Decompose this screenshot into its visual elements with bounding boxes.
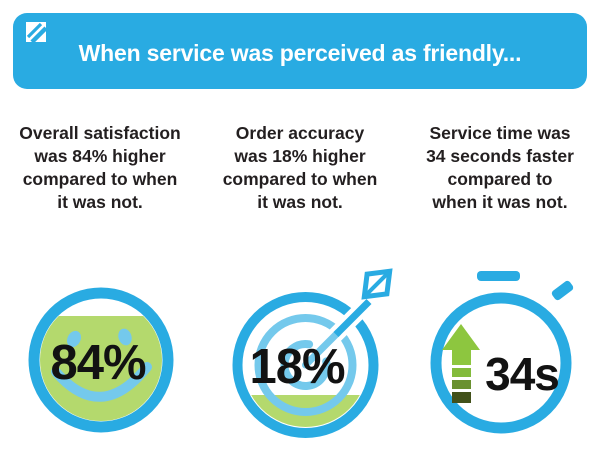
stat-line: Overall satisfaction bbox=[19, 123, 181, 143]
stat-line: Service time was bbox=[429, 123, 571, 143]
smiley-right-eye bbox=[118, 328, 132, 346]
smiley-left-eye bbox=[67, 330, 81, 348]
stat-text-satisfaction: Overall satisfaction was 84% higher comp… bbox=[0, 122, 200, 214]
up-arrow-band-3 bbox=[452, 392, 471, 403]
header-title: When service was perceived as friendly..… bbox=[78, 39, 522, 66]
stat-line: compared to when bbox=[222, 169, 378, 189]
stopwatch-side-button bbox=[551, 280, 574, 301]
stats-text-row: Overall satisfaction was 84% higher comp… bbox=[0, 122, 600, 214]
stat-text-speed: Service time was 34 seconds faster compa… bbox=[400, 122, 600, 214]
stat-text-accuracy: Order accuracy was 18% higher compared t… bbox=[200, 122, 400, 214]
stat-line: compared to when bbox=[22, 169, 178, 189]
accuracy-value: 18% bbox=[249, 340, 345, 394]
stat-line: compared to bbox=[447, 169, 553, 189]
stat-line: it was not. bbox=[257, 192, 343, 212]
header-banner: When service was perceived as friendly..… bbox=[13, 13, 587, 89]
dart-shaft-light bbox=[302, 329, 342, 369]
target-outer-ring bbox=[232, 292, 379, 438]
stopwatch-top-button bbox=[477, 271, 520, 281]
stat-line: it was not. bbox=[57, 192, 143, 212]
satisfaction-value: 84% bbox=[50, 336, 146, 390]
diagonal-slashes-logo-icon bbox=[26, 22, 46, 42]
stat-line: was 18% higher bbox=[234, 146, 366, 166]
up-arrow-head bbox=[442, 324, 480, 365]
up-arrow-band-2 bbox=[452, 380, 471, 389]
target-middle-ring bbox=[254, 314, 357, 416]
stat-line: 34 seconds faster bbox=[426, 146, 574, 166]
smiley-outer-ring bbox=[28, 287, 174, 433]
stat-line: Order accuracy bbox=[235, 123, 365, 143]
stat-line: when it was not. bbox=[432, 192, 568, 212]
dart-target-gauge-icon: 18% bbox=[232, 268, 393, 438]
smiley-face-gauge-icon: 84% bbox=[28, 287, 174, 433]
smiley-mouth bbox=[51, 362, 152, 402]
up-arrow-band-1 bbox=[452, 368, 471, 377]
speed-value: 34s bbox=[485, 348, 559, 400]
dart-shaft bbox=[333, 299, 372, 337]
stat-line: was 84% higher bbox=[34, 146, 166, 166]
stopwatch-arrow-icon: 34s bbox=[430, 271, 574, 434]
target-inner-ring bbox=[280, 340, 331, 390]
